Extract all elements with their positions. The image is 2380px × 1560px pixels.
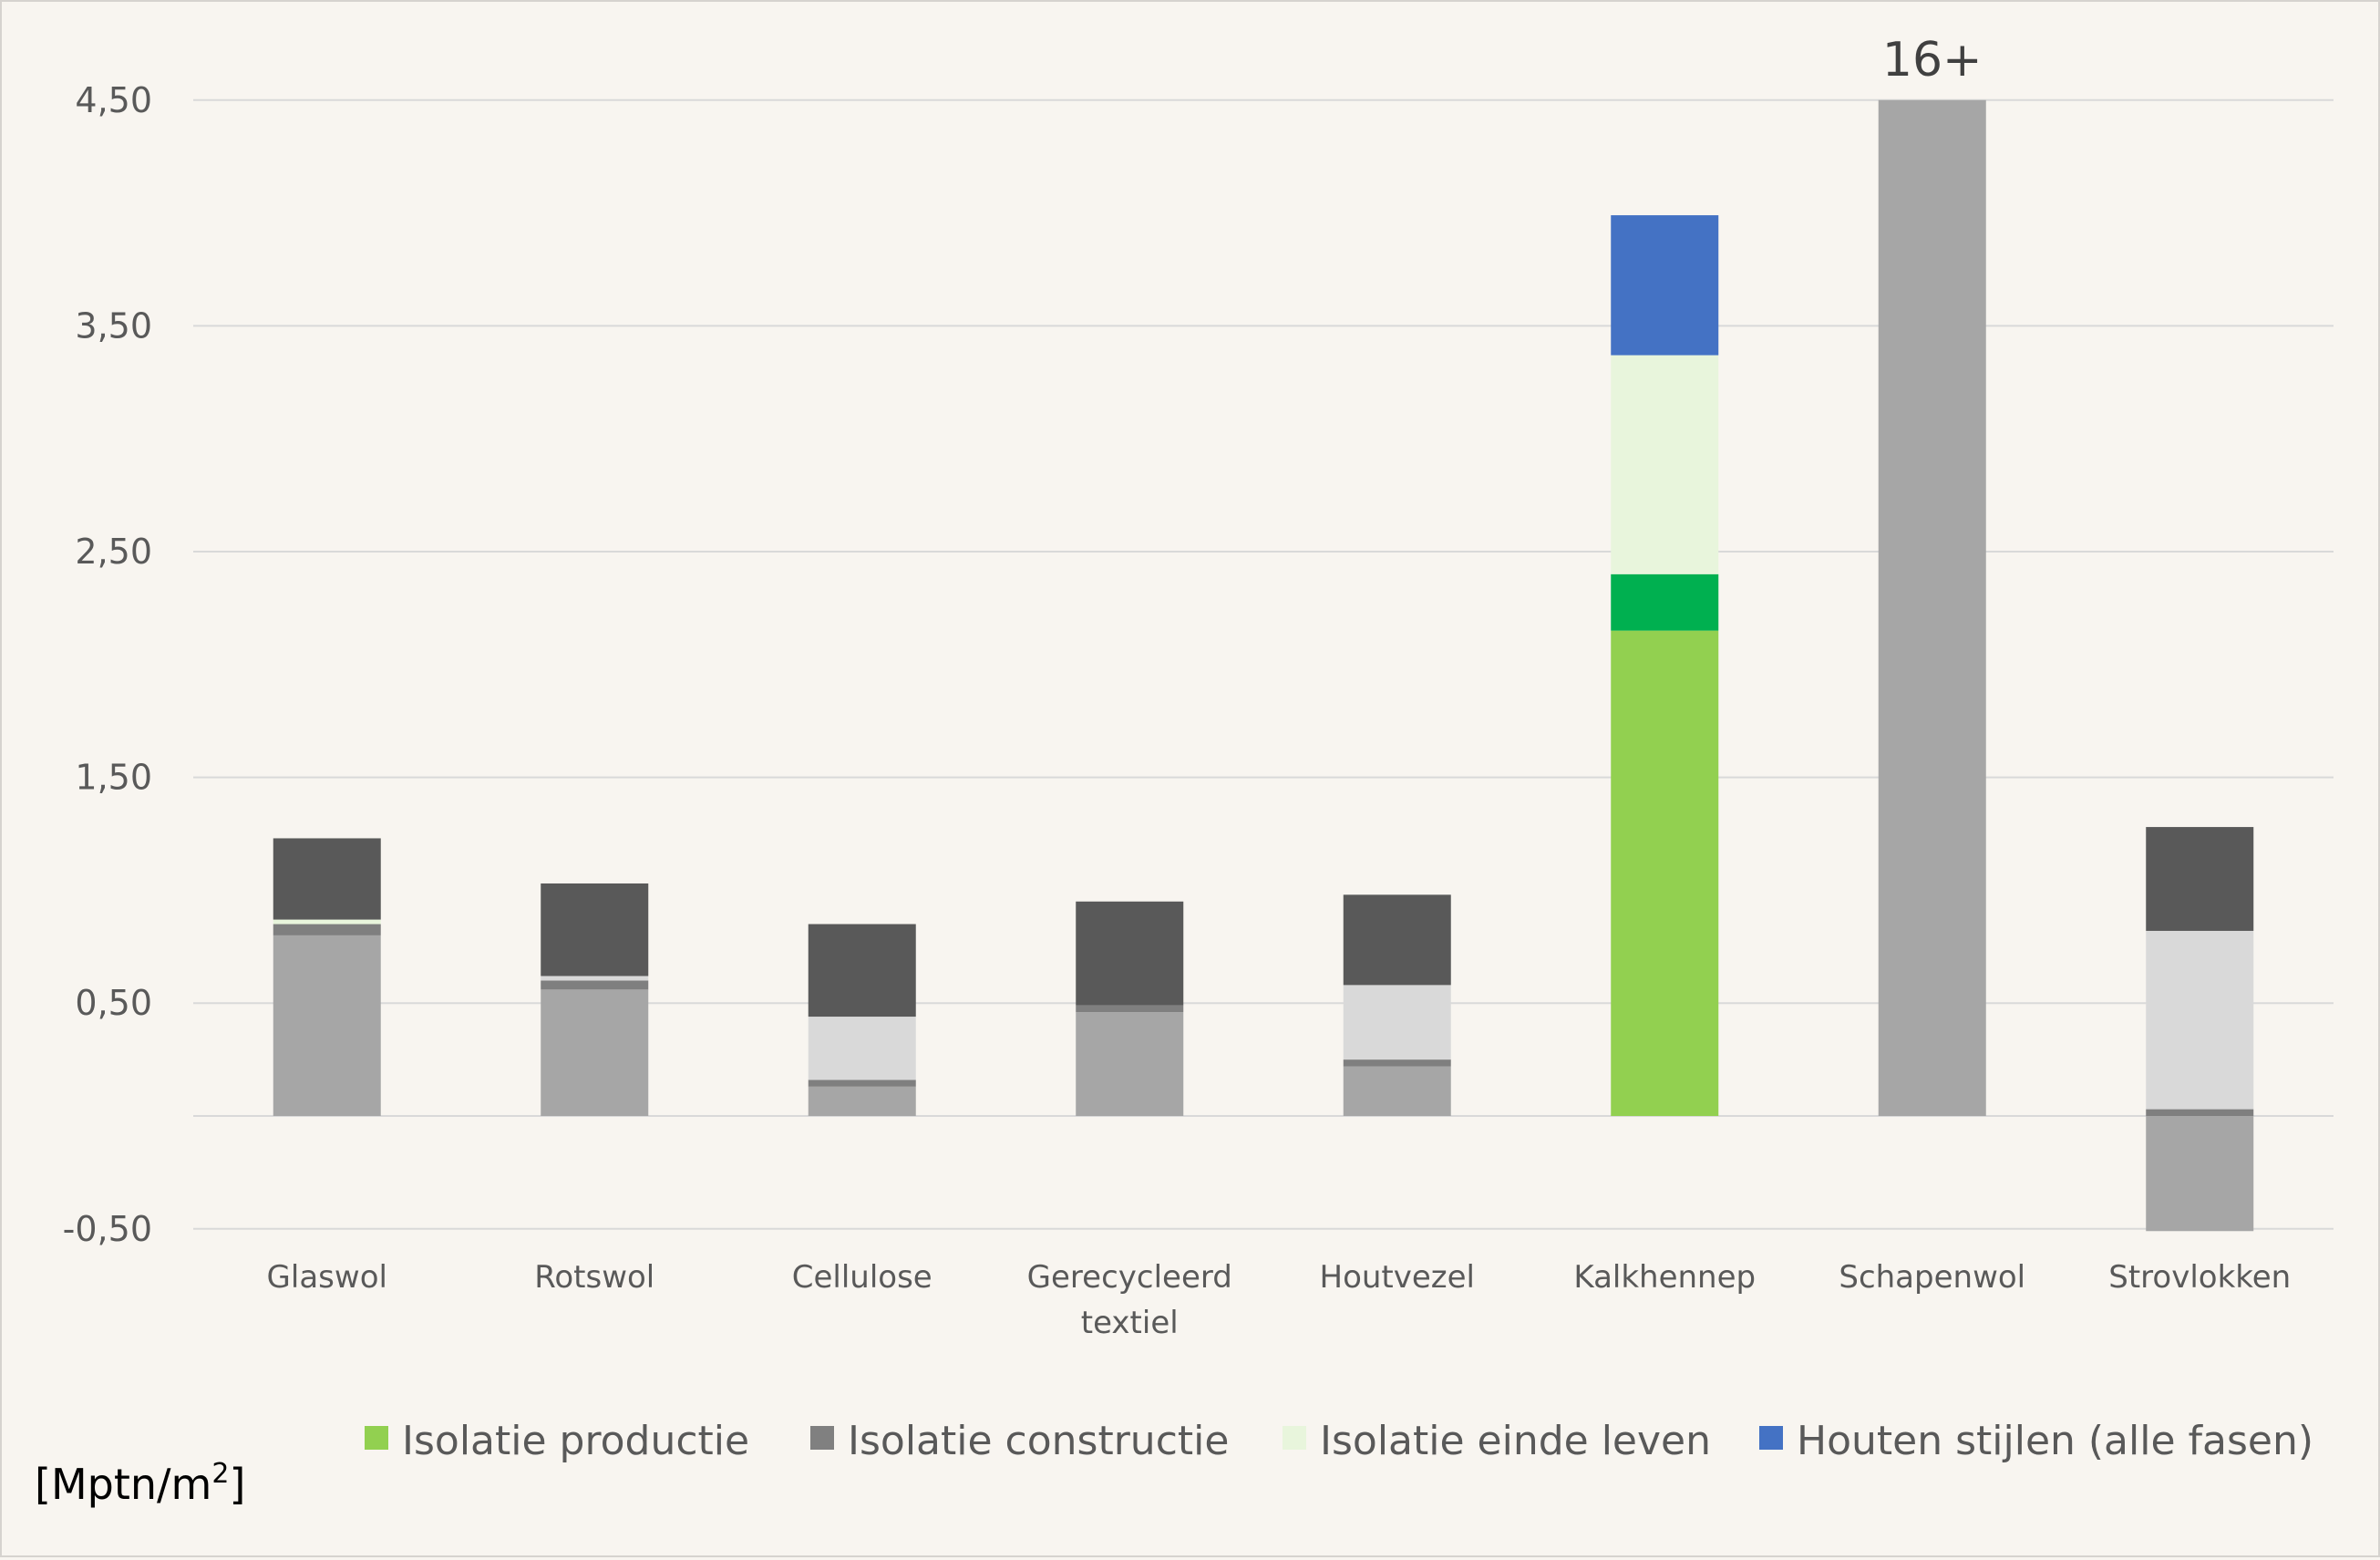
x-tick-label: Strovlokken xyxy=(2108,1259,2291,1296)
x-tick-label: Glaswol xyxy=(267,1259,387,1296)
y-tick-label: -0,50 xyxy=(63,1209,152,1249)
unit-label-close: ] xyxy=(229,1460,245,1509)
bar-stack xyxy=(808,924,916,1116)
bar-segment xyxy=(808,1080,916,1087)
legend: Isolatie productie Isolatie constructie Is… xyxy=(365,1418,2313,1464)
y-tick-label: 0,50 xyxy=(75,983,152,1023)
bar-segment xyxy=(1076,901,1184,1006)
legend-swatch xyxy=(1759,1426,1783,1450)
legend-item: Houten stijlen (alle fasen) xyxy=(1759,1418,2313,1464)
bar-stack xyxy=(1076,901,1184,1116)
x-tick-label: Cellulose xyxy=(792,1259,932,1296)
bars xyxy=(273,99,2254,1232)
bar-segment xyxy=(1076,1012,1184,1116)
bar-segment xyxy=(273,924,381,935)
bar-segment xyxy=(1611,630,1719,1116)
bar-segment xyxy=(1076,1005,1184,1013)
bar-segment xyxy=(1343,1059,1451,1067)
legend-label: Isolatie constructie xyxy=(848,1418,1229,1464)
x-tick-label-line: textiel xyxy=(1081,1305,1179,1341)
x-axis-tick-labels: Glaswol Rotswol Cellulose Gerecycleerd texti… xyxy=(267,1259,2292,1341)
x-tick-label-line: Rotswol xyxy=(534,1259,654,1296)
x-tick-label: Gerecycleerd textiel xyxy=(1027,1259,1232,1341)
bar-segment xyxy=(1611,573,1719,631)
legend-label: Isolatie einde leven xyxy=(1320,1418,1711,1464)
bar-segment xyxy=(2146,827,2254,931)
bar-segment xyxy=(808,1086,916,1116)
x-tick-label-line: Houtvezel xyxy=(1320,1259,1476,1296)
legend-item: Isolatie einde leven xyxy=(1283,1418,1711,1464)
bar-segment xyxy=(1343,985,1451,1060)
x-tick-label-line: Schapenwol xyxy=(1839,1259,2025,1296)
bar-segment xyxy=(541,989,649,1116)
y-tick-label: 1,50 xyxy=(75,758,152,798)
x-tick-label-line: Gerecycleerd xyxy=(1027,1259,1232,1296)
legend-swatch xyxy=(1283,1426,1306,1450)
bar-segment xyxy=(1343,1066,1451,1116)
bar-segment xyxy=(2146,1116,2254,1232)
bar-stack xyxy=(541,883,649,1116)
bar-stack xyxy=(273,838,381,1116)
x-tick-label-line: Kalkhennep xyxy=(1573,1259,1756,1296)
x-tick-label-line: Strovlokken xyxy=(2108,1259,2291,1296)
bar-segment xyxy=(541,976,649,981)
bar-segment xyxy=(273,919,381,925)
bar-stack xyxy=(1878,99,1986,1116)
bar-segment xyxy=(273,935,381,1116)
x-tick-label-line: Cellulose xyxy=(792,1259,932,1296)
x-tick-label: Schapenwol xyxy=(1839,1259,2025,1296)
bar-segment xyxy=(808,1017,916,1080)
bar-segment xyxy=(541,883,649,976)
overflow-label: 16+ xyxy=(1882,33,1983,88)
bar-segment xyxy=(1611,215,1719,356)
y-axis-tick-labels: 4,50 3,50 2,50 1,50 0,50 -0,50 xyxy=(63,80,152,1249)
bar-segment xyxy=(273,838,381,920)
x-tick-label: Houtvezel xyxy=(1320,1259,1476,1296)
unit-label-main: [Mptn/m xyxy=(35,1460,211,1509)
bar-segment xyxy=(1878,99,1986,1116)
y-axis-unit-label: [Mptn/m2] xyxy=(35,1458,245,1509)
legend-label: Houten stijlen (alle fasen) xyxy=(1797,1418,2313,1464)
bar-segment xyxy=(2146,930,2254,1110)
bar-segment xyxy=(1343,894,1451,986)
x-tick-label-line: Glaswol xyxy=(267,1259,387,1296)
y-tick-label: 2,50 xyxy=(75,532,152,572)
unit-label-superscript: 2 xyxy=(211,1458,229,1490)
legend-swatch xyxy=(365,1426,388,1450)
bar-segment xyxy=(541,980,649,990)
bar-segment xyxy=(808,924,916,1018)
x-tick-label: Rotswol xyxy=(534,1259,654,1296)
y-tick-label: 4,50 xyxy=(75,80,152,120)
legend-item: Isolatie constructie xyxy=(810,1418,1229,1464)
legend-swatch xyxy=(810,1426,834,1450)
bar-stack xyxy=(2146,827,2254,1232)
bar-stack xyxy=(1611,215,1719,1116)
bar-segment xyxy=(1611,355,1719,574)
y-tick-label: 3,50 xyxy=(75,305,152,346)
bar-segment xyxy=(2146,1109,2254,1116)
x-tick-label: Kalkhennep xyxy=(1573,1259,1756,1296)
bar-stack xyxy=(1343,894,1451,1116)
gridlines xyxy=(193,98,2334,1230)
legend-item: Isolatie productie xyxy=(365,1418,749,1464)
legend-label: Isolatie productie xyxy=(402,1418,749,1464)
